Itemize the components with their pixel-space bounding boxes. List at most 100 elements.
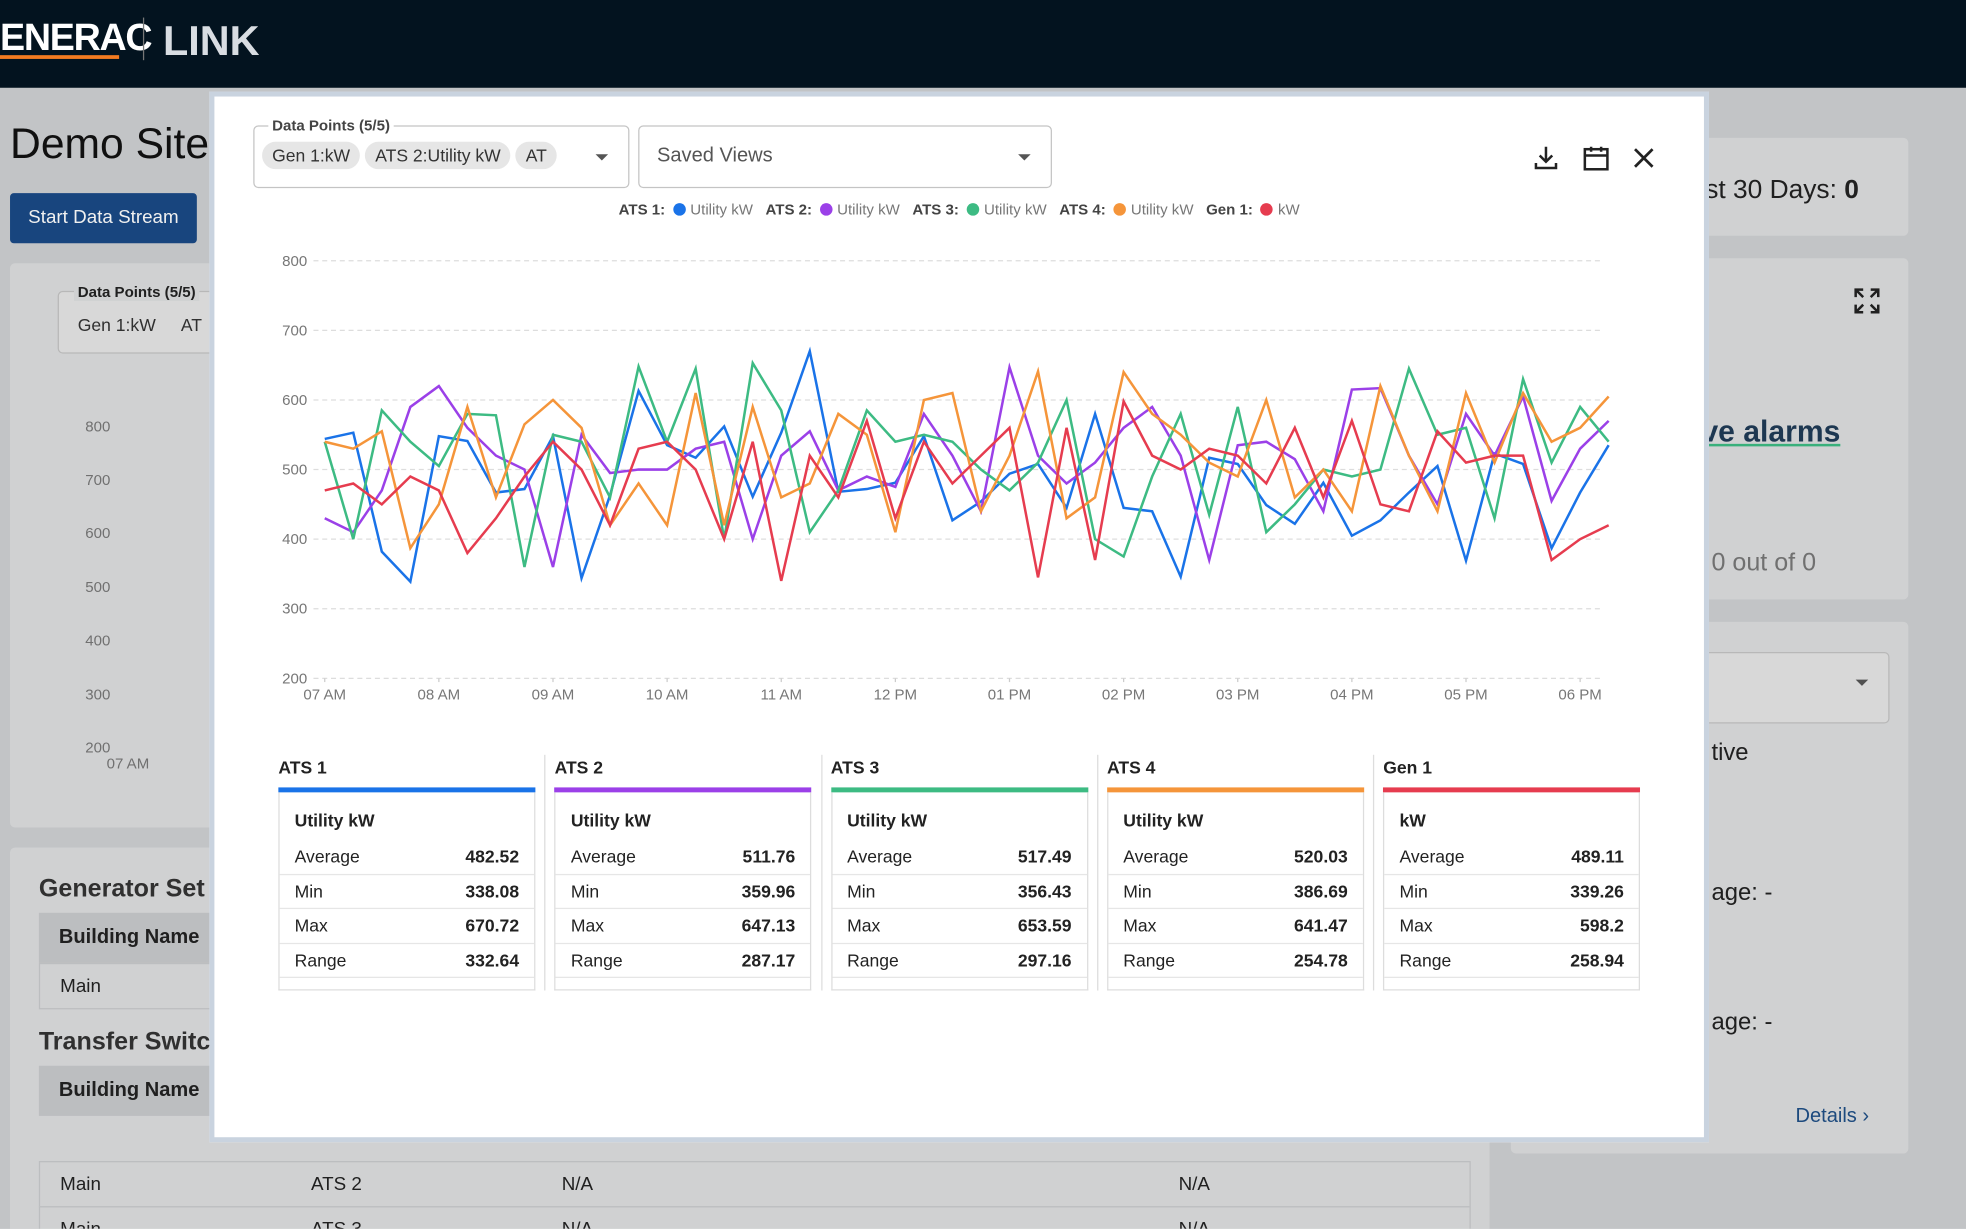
bg-y-tick-label: 700 — [85, 471, 111, 489]
stat-value: 482.52 — [465, 846, 520, 867]
stat-value: 356.43 — [1017, 881, 1072, 902]
stat-label: Min — [847, 881, 876, 902]
stat-value: 338.08 — [465, 881, 520, 902]
bg-chips: Gen 1:kW AT — [67, 310, 217, 339]
legend-label: ATS 1: — [618, 200, 666, 219]
chart-card: Data Points (5/5) Gen 1:kW AT 800 700 600 50… — [10, 263, 236, 828]
legend-unit: Utility kW — [983, 200, 1047, 219]
stat-row: Min 356.43 — [832, 875, 1087, 910]
chip[interactable]: AT — [170, 310, 213, 339]
alarms-link[interactable]: ve alarms — [1701, 415, 1841, 449]
legend-label: Gen 1: — [1206, 200, 1253, 219]
last30: st 30 Days: 0 — [1705, 176, 1859, 206]
bg-y-tick-label: 500 — [85, 578, 111, 596]
stat-row: Average 482.52 — [279, 840, 535, 875]
bg-y-tick-label: 400 — [85, 631, 111, 650]
last30-value: 0 — [1844, 175, 1859, 205]
details-link[interactable]: Details › — [1795, 1105, 1870, 1128]
legend-unit: Utility kW — [690, 200, 753, 219]
stat-color-bar — [1383, 787, 1641, 793]
stat-value: 386.69 — [1294, 881, 1348, 902]
stat-value: 517.49 — [1017, 846, 1072, 867]
stat-value: 511.76 — [742, 846, 796, 867]
stat-row: Average 517.49 — [832, 840, 1087, 875]
saved-views: Saved Views — [657, 145, 773, 167]
legend-label: ATS 3: — [912, 200, 959, 219]
close-icon[interactable] — [1631, 145, 1656, 170]
stat-label: Average — [570, 846, 636, 867]
x-tick-label: 07 AM — [303, 687, 346, 704]
site-title: Demo Site — [10, 120, 210, 169]
chips: Gen 1:kW ATS 2:Utility kW AT — [262, 141, 575, 170]
bg-y-tick-label: 300 — [85, 685, 111, 703]
stat-label: Range — [1123, 950, 1176, 971]
legend-swatch — [672, 203, 686, 216]
expand-icon[interactable] — [1852, 286, 1882, 316]
stat-value: 520.03 — [1294, 846, 1348, 867]
calendar-icon[interactable] — [1581, 143, 1611, 173]
table-row: Main ATS 3 N/A N/A — [38, 1206, 1471, 1229]
stat-color-bar — [554, 787, 812, 793]
divider — [142, 17, 145, 61]
legend-swatch — [1260, 203, 1273, 216]
x-tick-label: 03 PM — [1216, 687, 1259, 704]
stat-unit: Utility kW — [570, 809, 651, 831]
status-text: tive — [1711, 739, 1749, 767]
details-text[interactable]: Details — [1795, 1105, 1857, 1128]
legend-item: ATS 2: Utility kW — [766, 201, 900, 219]
download-icon[interactable] — [1531, 143, 1561, 173]
stat-box: Utility kW Average 517.49 Min 356.43 Max 653.5… — [830, 792, 1088, 991]
chevron — [1018, 154, 1031, 161]
section-title: Transfer Switc — [38, 1028, 211, 1056]
series-line — [324, 346, 1610, 585]
cell: Main — [60, 1219, 101, 1229]
y-tick-label: 200 — [282, 670, 307, 687]
table-header: Building Name — [58, 926, 200, 948]
legend-item: ATS 3: Utility kW — [912, 201, 1046, 219]
stat-title: ATS 4 — [1106, 757, 1156, 778]
chip[interactable]: AT — [515, 141, 557, 170]
section-title: Generator Set — [38, 875, 205, 903]
saved-views-select[interactable]: Saved Views — [638, 125, 1052, 189]
last30-label: st 30 Days: — [1705, 175, 1837, 205]
stat-value: 258.94 — [1570, 950, 1624, 971]
stat-label: Range — [570, 950, 623, 971]
x-tick-label: 12 PM — [874, 687, 917, 704]
stat-label: Min — [1123, 881, 1152, 902]
chevron[interactable] — [594, 153, 609, 163]
stat-box: Utility kW Average 511.76 Min 359.96 Max 647.1… — [554, 792, 812, 991]
stat-row: Max 670.72 — [279, 909, 535, 944]
stat-box: Utility kW Average 520.03 Min 386.69 Max 641.4… — [1106, 792, 1365, 991]
x-tick-label: 05 PM — [1444, 687, 1487, 704]
stat-label: Min — [1399, 881, 1428, 902]
y-tick-label: 300 — [282, 601, 307, 618]
stat-label: Max — [570, 915, 605, 936]
stat-row: Range 332.64 — [279, 944, 535, 978]
bg-y-tick-label: 800 — [85, 417, 111, 436]
legend-unit: Utility kW — [837, 200, 900, 219]
chip[interactable]: Gen 1:kW — [67, 310, 166, 339]
data-points-label: Data Points (5/5) — [268, 116, 394, 135]
stat-row: Max 641.47 — [1108, 909, 1363, 944]
x-tick-label: 10 AM — [646, 687, 689, 704]
stat-label: Range — [294, 950, 347, 971]
brand-underline — [0, 55, 120, 59]
stat-row: Average 511.76 — [555, 840, 811, 875]
legend-item: ATS 4: Utility kW — [1059, 201, 1193, 219]
stat-value: 332.64 — [465, 950, 520, 971]
stat-color-bar — [1106, 787, 1365, 793]
start-button[interactable]: Start Data Stream — [10, 193, 197, 244]
cell: Main — [60, 975, 101, 997]
chip[interactable]: ATS 2:Utility kW — [365, 141, 511, 170]
chip[interactable]: Gen 1:kW — [262, 141, 361, 170]
chevron — [1855, 679, 1869, 686]
legend-unit: Utility kW — [1130, 200, 1194, 219]
stat-label: Average — [1399, 846, 1465, 867]
table-row: Main ATS 2 N/A N/A — [38, 1161, 1471, 1208]
y-tick-label: 600 — [282, 392, 307, 409]
stat-box: Utility kW Average 482.52 Min 338.08 Max 670.7… — [278, 792, 536, 991]
x-tick-label: 09 AM — [532, 687, 575, 704]
